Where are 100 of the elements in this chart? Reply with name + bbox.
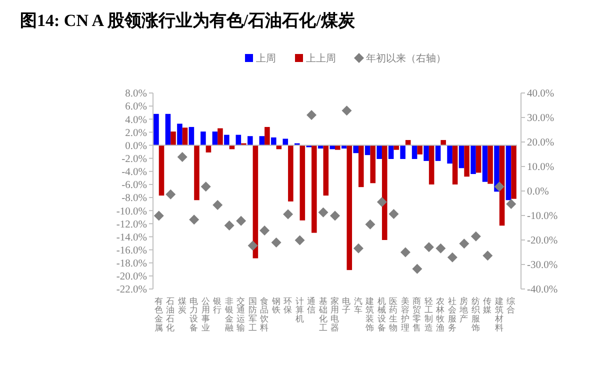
point: [189, 214, 200, 225]
point: [212, 200, 223, 210]
x-tick-label: 房地产: [458, 296, 469, 324]
bar: [470, 145, 476, 174]
y-tick-label: -6.0%: [122, 180, 148, 192]
legend-label: 上周: [256, 52, 276, 64]
point: [236, 216, 246, 226]
bar: [400, 145, 406, 159]
y-tick-label: 8.0%: [125, 88, 148, 100]
x-tick-label: 电力设备: [190, 296, 199, 333]
x-tick-label: 通信: [307, 296, 316, 315]
y-tick-label: -14.0%: [116, 232, 148, 244]
bar: [464, 145, 470, 177]
y2-tick-label: -20.0%: [527, 236, 558, 247]
bar: [488, 145, 493, 184]
bar: [264, 126, 270, 146]
x-tick-label: 食品饮料: [259, 296, 270, 333]
y-tick-label: 2.0%: [125, 128, 148, 139]
bar: [259, 136, 265, 146]
bar: [194, 145, 200, 200]
y-tick-label: -16.0%: [116, 245, 148, 256]
bar: [346, 145, 352, 270]
bar: [435, 145, 441, 161]
point: [388, 209, 399, 220]
point: [166, 189, 176, 200]
chart-title: 图14: CN A 股领涨行业为有色/石油石化/煤炭: [20, 11, 356, 30]
y-tick-label: -18.0%: [116, 258, 148, 270]
x-tick-label: 煤炭: [178, 296, 187, 315]
x-tick-label: 轻工制造: [424, 296, 434, 333]
x-tick-label: 家用电器: [330, 296, 340, 333]
point: [342, 106, 352, 116]
y2-tick-label: -30.0%: [527, 260, 558, 272]
bar: [288, 145, 294, 202]
x-tick-label: 美容护理: [400, 296, 410, 333]
bar: [452, 145, 458, 184]
bar: [236, 134, 242, 146]
x-tick-label: 交通运输: [236, 296, 246, 333]
x-tick-label: 社会服务: [448, 296, 457, 333]
bar: [165, 114, 171, 146]
x-tick-label: 银行: [212, 296, 222, 315]
point: [353, 243, 364, 254]
bar: [177, 124, 182, 146]
y2-tick-label: 0.0%: [527, 186, 550, 198]
bar: [248, 136, 253, 146]
x-tick-label: 基础化工: [318, 296, 328, 333]
point: [470, 231, 481, 242]
bar: [158, 145, 164, 196]
bar: [417, 145, 422, 154]
y-tick-label: -8.0%: [122, 193, 148, 204]
bar: [154, 114, 159, 146]
point: [400, 247, 410, 258]
x-tick-label: 环保: [284, 296, 293, 315]
y-tick-label: -2.0%: [122, 154, 148, 166]
x-tick-label: 机械设备: [377, 296, 386, 333]
y-tick-label: -12.0%: [116, 219, 148, 230]
point: [482, 250, 493, 261]
bar: [376, 145, 382, 159]
point: [248, 240, 258, 251]
point: [365, 219, 376, 230]
bar: [224, 134, 230, 146]
point: [318, 207, 328, 218]
bar: [218, 128, 223, 146]
bar: [511, 145, 516, 199]
x-tick-label: 公用事业: [201, 296, 210, 333]
bar: [323, 145, 329, 196]
point: [200, 182, 211, 192]
y-tick-label: 6.0%: [125, 102, 148, 113]
point: [306, 110, 317, 120]
x-tick-label: 国防军工: [248, 296, 258, 333]
bar: [506, 145, 512, 200]
point: [260, 225, 270, 236]
bar: [476, 145, 482, 173]
bar: [212, 132, 218, 146]
bar: [188, 126, 194, 146]
bar: [312, 145, 317, 233]
y-tick-label: 4.0%: [125, 114, 148, 126]
y-tick-label: -20.0%: [116, 272, 148, 283]
x-tick-label: 传媒: [483, 296, 492, 315]
x-tick-label: 综合: [506, 296, 516, 315]
bar: [424, 145, 429, 161]
point: [271, 237, 282, 248]
bar: [358, 145, 364, 188]
x-tick-label: 电子: [342, 296, 352, 315]
bar: [412, 145, 418, 159]
bar: [458, 145, 464, 168]
point: [283, 209, 294, 220]
bar: [335, 145, 340, 150]
y2-tick-label: 20.0%: [527, 138, 554, 149]
bar: [252, 145, 258, 258]
y2-tick-label: 10.0%: [527, 162, 554, 174]
x-tick-label: 纺织服饰: [470, 296, 480, 333]
x-tick-label: 农林牧渔: [435, 296, 446, 333]
legend-label: 年初以来（右轴）: [366, 52, 446, 64]
x-tick-label: 非银金融: [224, 296, 234, 333]
y-tick-label: -10.0%: [116, 206, 148, 218]
x-tick-label: 商贸零售: [412, 296, 422, 333]
bar: [394, 145, 399, 150]
bar: [271, 137, 276, 146]
point: [424, 242, 434, 252]
point: [177, 152, 188, 162]
